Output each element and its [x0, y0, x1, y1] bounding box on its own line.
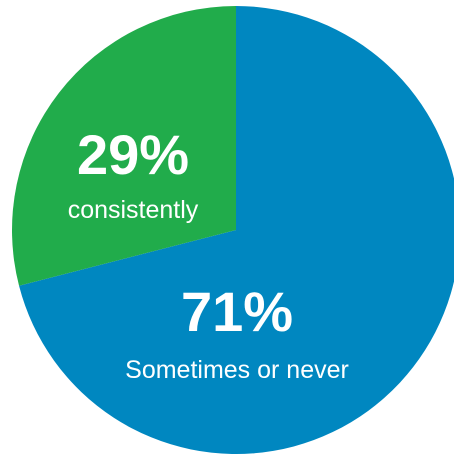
pie-slice-sometimes-or-never: [19, 6, 454, 454]
pie-labels: 71% Sometimes or never 29% consistently: [68, 123, 349, 384]
pie-slice-consistently: [11, 6, 237, 286]
slice-label-sometimes-or-never: Sometimes or never: [125, 356, 349, 384]
pie-slices: [11, 6, 454, 454]
slice-percent-sometimes-or-never: 71%: [181, 280, 293, 343]
slice-percent-consistently: 29%: [77, 123, 189, 186]
slice-label-consistently: consistently: [68, 196, 199, 224]
